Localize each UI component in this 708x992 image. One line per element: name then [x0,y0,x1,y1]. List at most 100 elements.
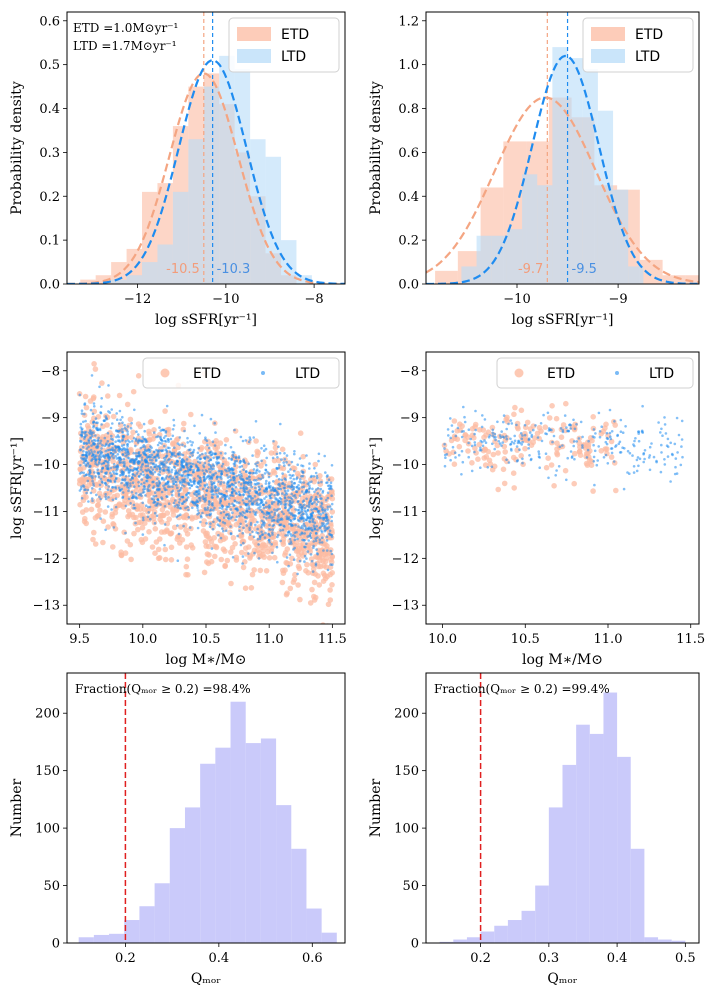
scatter-point-ltd [555,469,558,472]
scatter-point-ltd [315,498,319,501]
scatter-point-ltd [95,493,98,497]
scatter-point-ltd [171,476,175,479]
scatter-point-ltd [619,451,623,454]
scatter-point-ltd [238,529,241,532]
scatter-point-ltd [619,418,623,422]
scatter-point-ltd [205,489,208,492]
scatter-point-ltd [129,484,132,488]
scatter-point-ltd [238,493,241,497]
scatter-point-ltd [229,471,233,475]
scatter-point-ltd [247,495,251,498]
scatter-point-ltd [293,517,297,521]
scatter-point-ltd [499,436,503,439]
scatter-point-ltd [225,507,228,511]
scatter-point-ltd [113,479,117,483]
scatter-point-ltd [302,485,306,489]
scatter-point-ltd [112,452,115,456]
scatter-point-ltd [577,437,581,440]
scatter-point-ltd [114,454,117,458]
scatter-point-ltd [273,508,276,511]
scatter-point-ltd [279,539,282,543]
scatter-point-etd [249,571,256,578]
scatter-point-ltd [320,541,324,544]
scatter-point-ltd [91,453,95,456]
scatter-point-ltd [159,503,162,506]
scatter-point-ltd [118,409,122,413]
scatter-point-ltd [190,474,193,477]
scatter-point-ltd [230,469,234,472]
scatter-point-ltd [244,497,247,500]
scatter-point-etd [515,425,521,432]
scatter-point-etd [164,510,171,516]
scatter-point-ltd [210,493,214,496]
scatter-point-ltd [254,513,257,517]
scatter-point-ltd [277,513,280,516]
scatter-point-ltd [209,522,212,525]
scatter-point-ltd [276,560,279,564]
scatter-point-ltd [315,474,319,478]
scatter-point-ltd [165,404,169,408]
scatter-point-ltd [218,519,222,522]
scatter-point-ltd [201,495,205,498]
scatter-point-ltd [145,461,148,464]
scatter-point-ltd [463,415,466,419]
y-tick-label: 0.6 [398,146,419,161]
scatter-point-ltd [227,514,231,518]
scatter-point-ltd [177,532,181,536]
y-tick-label: −12 [392,552,419,567]
scatter-point-ltd [311,487,314,491]
scatter-point-etd [174,536,181,542]
scatter-point-ltd [180,474,184,478]
scatter-point-ltd [131,439,134,443]
scatter-point-ltd [179,486,183,490]
scatter-point-etd [327,587,333,593]
scatter-point-ltd [80,440,83,443]
scatter-point-ltd [513,434,516,438]
scatter-point-ltd [287,463,291,467]
scatter-point-etd [511,411,517,418]
legend-marker-ltd [615,371,619,375]
scatter-point-etd [152,526,159,532]
plot-frame [425,11,700,285]
scatter-point-etd [590,488,596,494]
scatter-point-ltd [201,469,204,472]
scatter-point-ltd [111,442,115,446]
scatter-point-ltd [210,480,213,484]
scatter-point-etd [572,450,578,457]
x-tick-label: 0.2 [115,951,136,966]
y-tick-label: 0 [52,937,60,952]
scatter-point-ltd [90,497,94,500]
scatter-point-ltd [111,485,115,489]
scatter-point-ltd [505,435,508,438]
scatter-point-ltd [232,478,235,482]
scatter-point-ltd [314,495,318,499]
scatter-point-ltd [164,434,167,438]
scatter-point-ltd [222,456,225,460]
scatter-point-ltd [155,502,159,505]
scatter-point-etd [134,502,140,509]
scatter-point-etd [170,508,176,514]
hist-bar-qmor [535,885,549,943]
scatter-point-ltd [183,500,186,504]
x-tick-label: 0.3 [539,951,560,966]
scatter-point-ltd [666,437,670,441]
scatter-point-ltd [209,417,213,421]
scatter-point-ltd [147,448,150,452]
scatter-point-ltd [132,437,136,440]
scatter-point-etd [79,435,85,442]
scatter-point-ltd [305,497,308,501]
scatter-point-ltd [219,536,223,540]
scatter-point-ltd [168,457,171,461]
scatter-point-ltd [151,459,154,462]
scatter-point-ltd [282,461,286,464]
scatter-point-ltd [140,482,143,486]
scatter-point-ltd [155,487,159,491]
scatter-point-ltd [198,499,202,502]
scatter-point-ltd [100,423,103,426]
hist-bar-qmor [184,807,201,943]
scatter-point-ltd [165,468,169,472]
scatter-point-ltd [634,437,637,440]
scatter-point-ltd [126,433,130,436]
scatter-point-ltd [90,444,93,447]
scatter-point-ltd [168,485,172,488]
